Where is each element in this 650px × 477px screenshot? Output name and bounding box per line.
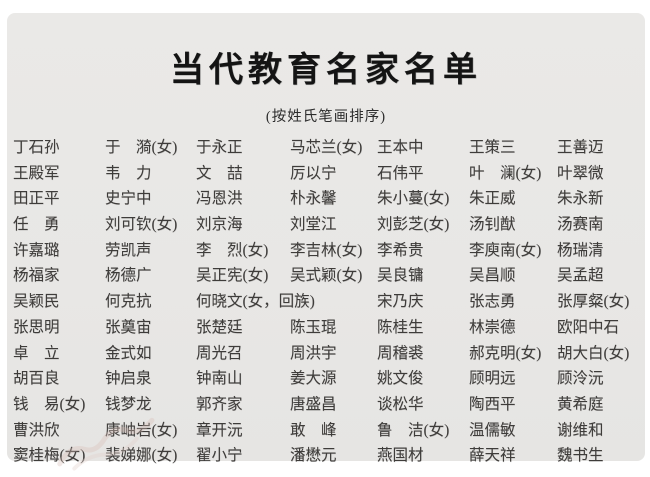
name-cell: 林崇德 — [469, 318, 516, 336]
name-cell: 厉以宁 — [290, 164, 337, 182]
name-cell: 郝克明(女) — [469, 344, 542, 362]
name-cell: 金式如 — [105, 344, 152, 362]
name-cell: 吴式颖(女) — [290, 267, 363, 285]
name-cell: 文 喆 — [196, 164, 243, 182]
name-cell: 胡百良 — [13, 370, 60, 388]
name-cell: 胡大白(女) — [557, 344, 630, 362]
name-cell: 冯恩洪 — [196, 190, 243, 208]
name-cell: 顾明远 — [469, 370, 516, 388]
name-cell: 刘可钦(女) — [105, 216, 178, 234]
name-cell: 张志勇 — [469, 293, 516, 311]
name-cell: 王善迈 — [557, 139, 604, 156]
name-cell: 李希贵 — [377, 241, 424, 259]
name-cell: 卓 立 — [13, 344, 60, 362]
name-cell: 谈松华 — [377, 395, 424, 413]
name-cell: 石伟平 — [377, 164, 424, 182]
page-subtitle: (按姓氏笔画排序) — [265, 109, 387, 125]
name-cell: 郭齐家 — [196, 395, 243, 413]
name-cell: 杨德广 — [105, 267, 152, 285]
name-cell: 刘堂江 — [290, 216, 337, 234]
name-cell: 张奠宙 — [105, 318, 152, 336]
name-cell: 任 勇 — [13, 216, 60, 234]
name-cell: 康岫岩(女) — [105, 421, 178, 439]
name-cell: 曹洪欣 — [13, 421, 60, 439]
name-cell: 章开沅 — [196, 421, 243, 439]
name-cell: 王策三 — [469, 139, 516, 156]
name-cell: 陶西平 — [469, 395, 516, 413]
name-cell: 姚文俊 — [377, 370, 424, 388]
name-cell: 陈桂生 — [377, 318, 424, 336]
name-cell: 朴永馨 — [290, 190, 337, 208]
name-cell: 李庾南(女) — [469, 241, 542, 259]
name-cell: 张厚粲(女) — [557, 293, 630, 311]
name-cell: 朱小蔓(女) — [377, 190, 450, 208]
name-cell: 李 烈(女) — [196, 241, 269, 259]
name-cell: 何克抗 — [105, 293, 152, 311]
name-cell: 李吉林(女) — [290, 241, 363, 259]
name-cell: 吴昌顺 — [469, 267, 516, 285]
name-cell: 张思明 — [13, 318, 60, 336]
name-cell: 吴孟超 — [557, 267, 604, 285]
name-cell: 翟小宁 — [196, 447, 243, 465]
name-cell: 韦 力 — [105, 164, 152, 182]
name-cell: 钟启泉 — [105, 370, 152, 388]
name-cell: 劳凯声 — [105, 241, 152, 259]
name-cell: 钟南山 — [196, 370, 243, 388]
name-cell: 王本中 — [377, 139, 424, 156]
name-cell: 马芯兰(女) — [290, 139, 363, 156]
name-cell: 杨瑞清 — [557, 241, 604, 259]
name-cell: 史宁中 — [105, 190, 152, 208]
name-cell: 裴娣娜(女) — [105, 447, 178, 465]
name-cell: 魏书生 — [557, 447, 604, 465]
page-title: 当代教育名家名单 — [170, 52, 482, 89]
name-cell: 燕国材 — [377, 447, 424, 465]
name-cell: 田正平 — [13, 190, 60, 208]
name-cell: 姜大源 — [290, 370, 337, 388]
name-cell: 钱 易(女) — [13, 395, 86, 413]
name-cell: 陈玉琨 — [290, 318, 337, 336]
name-cell: 鲁 洁(女) — [377, 421, 450, 439]
name-cell: 周稽裘 — [377, 344, 424, 362]
name-cell: 潘懋元 — [290, 447, 337, 465]
name-cell: 宋乃庆 — [377, 293, 424, 311]
name-cell: 刘彭芝(女) — [377, 216, 450, 234]
name-cell: 窦桂梅(女) — [13, 447, 86, 465]
name-cell: 周洪宇 — [290, 344, 337, 362]
name-cell: 张楚廷 — [196, 318, 243, 336]
name-cell: 王殿军 — [13, 164, 60, 182]
name-cell: 谢维和 — [557, 421, 604, 439]
name-cell: 周光召 — [196, 344, 243, 362]
name-cell: 丁石孙 — [13, 139, 60, 156]
name-cell: 顾泠沅 — [557, 370, 604, 388]
name-cell: 许嘉璐 — [13, 241, 60, 259]
name-cell: 叶翠微 — [557, 164, 604, 182]
name-cell: 敢 峰 — [290, 421, 337, 439]
name-cell: 于 漪(女) — [105, 139, 178, 156]
name-cell: 温儒敏 — [469, 421, 516, 439]
name-cell: 刘京海 — [196, 216, 243, 234]
name-cell: 钱梦龙 — [105, 395, 152, 413]
name-cell: 叶 澜(女) — [469, 164, 542, 182]
name-cell: 朱正威 — [469, 190, 516, 208]
name-list: 丁石孙 于 漪(女) 于永正 马芯兰(女) 王本中 王策三 王善迈王殿军 韦 力 文 喆 厉以宁 石… — [13, 135, 641, 469]
name-cell: 于永正 — [196, 139, 243, 156]
name-cell: 杨福家 — [13, 267, 60, 285]
name-cell: 朱永新 — [557, 190, 604, 208]
name-cell: 黄希庭 — [557, 395, 604, 413]
name-cell: 吴良镛 — [377, 267, 424, 285]
name-cell: 汤赛南 — [557, 216, 604, 234]
name-cell: 汤钊猷 — [469, 216, 516, 234]
name-cell: 何晓文(女，回族) — [196, 293, 315, 311]
name-cell: 欧阳中石 — [557, 318, 620, 336]
name-cell: 薛天祥 — [469, 447, 516, 465]
document-panel: 当代教育名家名单 (按姓氏笔画排序) 丁石孙 于 漪(女) 于永正 马芯兰(女) 王本中… — [7, 13, 645, 471]
name-cell: 吴正宪(女) — [196, 267, 269, 285]
name-cell: 唐盛昌 — [290, 395, 337, 413]
name-cell: 吴颖民 — [13, 293, 60, 311]
